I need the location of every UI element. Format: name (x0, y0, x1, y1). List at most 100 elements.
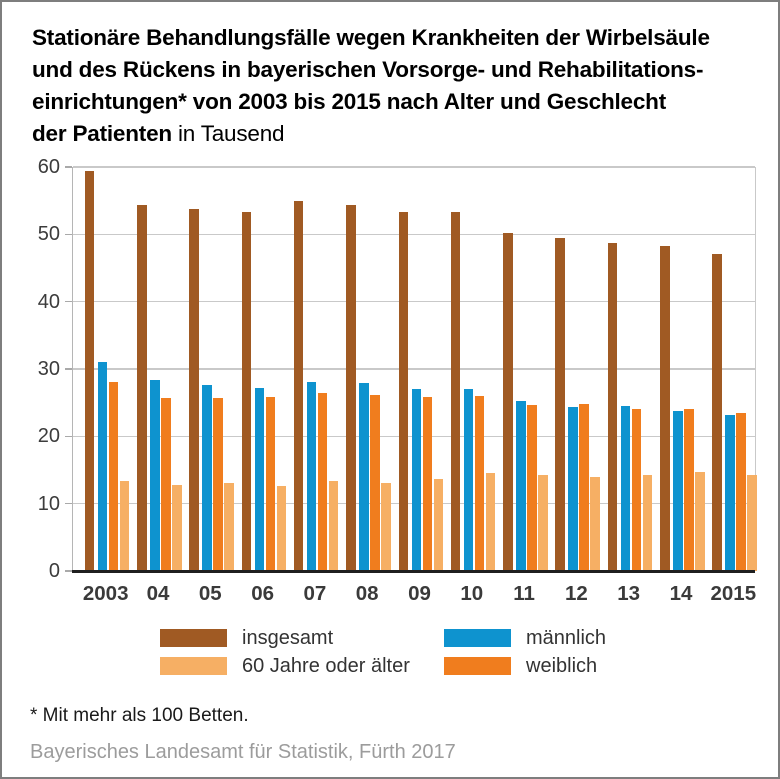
x-axis-label-05: 05 (198, 582, 222, 605)
bar-weiblich-14 (684, 408, 694, 571)
bar-männlich-04 (150, 380, 160, 571)
bar-männlich-2003 (97, 362, 108, 571)
title-bold-part: der Patienten (32, 121, 172, 146)
bar-männlich-07 (306, 382, 317, 571)
x-axis-label-12: 12 (564, 582, 588, 605)
bar-60-jahre-oder-älter-12 (590, 476, 600, 571)
bar-insgesamt-14 (660, 246, 670, 571)
bar-weiblich-08 (370, 395, 380, 571)
legend-item-60-jahre-oder-älter: 60 Jahre oder älter (160, 656, 410, 676)
gridline (73, 368, 755, 370)
bar-insgesamt-12 (555, 238, 565, 571)
y-tick-mark (65, 166, 72, 168)
legend-label: 60 Jahre oder älter (242, 655, 410, 677)
bar-60-jahre-oder-älter-07 (328, 481, 339, 571)
x-axis-baseline (72, 570, 755, 573)
y-axis-label-50: 50 (37, 223, 60, 246)
title-line-2: und des Rückens in bayerischen Vorsorge-… (32, 57, 704, 82)
bar-weiblich-13 (631, 409, 642, 571)
y-axis-label-20: 20 (37, 425, 60, 448)
bar-insgesamt-13 (607, 243, 618, 571)
bar-männlich-13 (620, 406, 631, 571)
y-tick-mark (65, 233, 72, 236)
y-axis-label-30: 30 (37, 358, 60, 380)
bar-60-jahre-oder-älter-13 (642, 474, 653, 571)
bar-insgesamt-10 (450, 212, 461, 571)
chart-title: Stationäre Behandlungsfälle wegen Krankh… (32, 22, 762, 150)
x-axis-label-09: 09 (408, 582, 431, 605)
x-axis-label-2003: 2003 (82, 582, 129, 605)
bar-insgesamt-07 (293, 201, 304, 571)
x-axis-label-10: 10 (460, 582, 484, 605)
bar-männlich-05 (202, 385, 212, 571)
y-axis-label-60: 60 (37, 156, 60, 178)
y-axis-label-40: 40 (37, 290, 60, 313)
gridline (73, 233, 755, 236)
x-axis-label-14: 14 (669, 582, 693, 605)
legend-label: weiblich (526, 655, 598, 677)
bar-weiblich-11 (527, 404, 537, 571)
bar-60-jahre-oder-älter-10 (485, 472, 496, 571)
bar-insgesamt-06 (241, 212, 252, 571)
title-line-4: der Patienten in Tausend (32, 118, 762, 150)
x-axis-label-07: 07 (303, 582, 327, 605)
y-tick-mark (65, 300, 72, 303)
bar-weiblich-2015 (736, 412, 746, 571)
bar-weiblich-04 (161, 397, 171, 571)
bar-insgesamt-2015 (712, 253, 722, 571)
bar-insgesamt-04 (137, 204, 147, 571)
gridline (73, 300, 755, 303)
legend-swatch (160, 656, 227, 676)
bar-60-jahre-oder-älter-09 (433, 478, 443, 571)
bar-60-jahre-oder-älter-04 (172, 484, 182, 571)
plot-area (72, 166, 757, 571)
bar-männlich-10 (463, 389, 474, 571)
bar-weiblich-07 (317, 392, 328, 571)
x-axis-label-08: 08 (355, 582, 379, 605)
x-axis-label-13: 13 (617, 582, 641, 605)
title-unit-label: in Tausend (177, 121, 285, 146)
bar-insgesamt-05 (189, 209, 199, 571)
bar-weiblich-05 (213, 397, 223, 571)
x-axis-label-2015: 2015 (710, 582, 757, 605)
legend-item-weiblich: weiblich (444, 656, 597, 676)
title-line-1: Stationäre Behandlungsfälle wegen Krankh… (32, 25, 710, 50)
y-axis-label-10: 10 (37, 492, 60, 515)
y-tick-mark (65, 570, 72, 572)
legend-item-männlich: männlich (444, 628, 606, 648)
legend-swatch (444, 628, 511, 648)
bar-insgesamt-09 (398, 212, 408, 571)
footnote: * Mit mehr als 100 Betten. (30, 705, 249, 726)
bar-weiblich-12 (579, 404, 589, 571)
bar-60-jahre-oder-älter-08 (381, 483, 391, 571)
legend-item-insgesamt: insgesamt (160, 628, 333, 648)
y-tick-mark (65, 435, 72, 438)
bar-60-jahre-oder-älter-2003 (119, 481, 130, 571)
bar-männlich-06 (254, 387, 265, 571)
bar-weiblich-2003 (108, 382, 119, 571)
bar-60-jahre-oder-älter-2015 (747, 474, 757, 571)
bar-60-jahre-oder-älter-11 (538, 475, 548, 571)
legend-label: männlich (526, 627, 607, 649)
bar-männlich-2015 (725, 414, 735, 571)
bar-60-jahre-oder-älter-14 (695, 472, 705, 571)
y-tick-mark (65, 502, 72, 505)
gridline (73, 166, 755, 168)
bar-männlich-11 (516, 400, 526, 571)
bar-weiblich-10 (474, 395, 485, 571)
legend-swatch (160, 628, 227, 648)
source-attribution: Bayerisches Landesamt für Statistik, Für… (30, 741, 456, 763)
x-axis-label-04: 04 (146, 582, 170, 605)
y-tick-mark (65, 368, 72, 370)
bar-weiblich-09 (422, 397, 432, 571)
legend-swatch (444, 656, 511, 676)
x-axis-label-11: 11 (513, 582, 535, 605)
bar-insgesamt-11 (503, 233, 513, 571)
bar-insgesamt-2003 (84, 171, 95, 571)
legend-label: insgesamt (242, 627, 334, 649)
y-axis-label-0: 0 (48, 560, 60, 582)
bar-60-jahre-oder-älter-05 (224, 482, 234, 571)
bar-männlich-14 (673, 411, 683, 571)
bar-männlich-09 (411, 388, 421, 571)
